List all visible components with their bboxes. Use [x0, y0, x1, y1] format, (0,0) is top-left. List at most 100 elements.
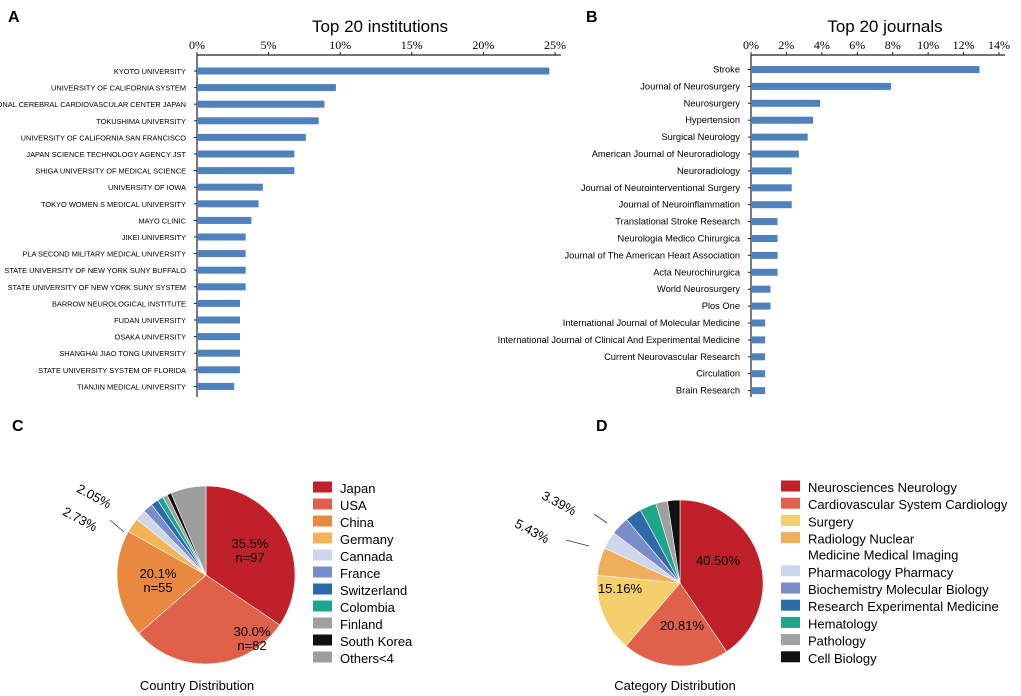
- category-label: Neurosurgery: [684, 98, 741, 108]
- category-label: Neurologia Medico Chirurgica: [618, 234, 741, 244]
- bar: [197, 183, 263, 191]
- bar: [197, 67, 550, 75]
- bar: [197, 233, 246, 241]
- chart-caption: Category Distribution: [614, 678, 735, 693]
- slice-label: 30.0%: [234, 624, 271, 639]
- legend-label: Switzerland: [340, 583, 407, 598]
- chart-title: Top 20 institutions: [312, 17, 448, 36]
- x-tick-label: 20%: [472, 38, 494, 52]
- bar: [197, 349, 240, 357]
- bar: [197, 133, 306, 141]
- category-label: JAPAN SCIENCE TECHNOLOGY AGENCY JST: [26, 150, 186, 159]
- category-label: Journal of Neurosurgery: [640, 81, 740, 91]
- bar: [751, 336, 766, 344]
- category-label: UNIVERSITY OF IOWA: [108, 183, 186, 192]
- legend-swatch: [313, 549, 332, 561]
- category-label: International Journal of Molecular Medic…: [563, 318, 740, 328]
- legend-swatch: [781, 514, 800, 526]
- category-label: International Journal of Clinical And Ex…: [498, 335, 740, 345]
- category-label: Current Neurovascular Research: [604, 352, 740, 362]
- x-tick-label: 12%: [953, 38, 975, 52]
- x-tick-label: 14%: [988, 38, 1010, 52]
- chart-caption: Country Distribution: [140, 678, 254, 693]
- bar: [751, 82, 891, 90]
- x-tick-label: 5%: [261, 38, 277, 52]
- legend-label: Surgery: [808, 514, 854, 529]
- category-label: TIANJIN MEDICAL UNIVERSITY: [77, 382, 186, 391]
- bar: [197, 216, 252, 224]
- category-label: FUDAN UNIVERSITY: [114, 316, 186, 325]
- category-label: KYOTO UNIVERSITY: [114, 67, 186, 76]
- bar: [197, 200, 259, 208]
- category-label: UNIVERSITY OF CALIFORNIA SAN FRANCISCO: [21, 133, 187, 142]
- category-label: UNIVERSITY OF CALIFORNIA SYSTEM: [51, 84, 186, 93]
- category-label: OSAKA UNIVERSITY: [115, 333, 187, 342]
- category-label: American Journal of Neuroradiology: [592, 149, 741, 159]
- legend-label: Medicine Medical Imaging: [808, 548, 958, 563]
- legend-swatch: [313, 600, 332, 612]
- bar: [751, 235, 778, 242]
- legend-label: Pathology: [808, 634, 866, 649]
- category-label: Plos One: [702, 301, 740, 311]
- legend-swatch: [781, 616, 800, 628]
- legend-swatch: [781, 532, 800, 544]
- legend-label: Japan: [340, 481, 375, 496]
- x-tick-label: 2%: [778, 38, 794, 52]
- slice-label: 15.16%: [598, 581, 643, 596]
- legend-label: Pharmacology Pharmacy: [808, 565, 954, 580]
- legend-swatch: [313, 583, 332, 595]
- legend-swatch: [781, 599, 800, 611]
- legend-label: Others<4: [340, 651, 394, 666]
- bar: [197, 283, 246, 291]
- legend-swatch: [313, 532, 332, 544]
- category-label: Journal of Neuroinflammation: [619, 200, 740, 210]
- legend-label: Cardiovascular System Cardiology: [808, 497, 1008, 512]
- category-label: MAYO CLINIC: [139, 216, 187, 225]
- bar: [197, 84, 336, 92]
- bar: [751, 66, 980, 73]
- slice-outside-label: 2.73%: [60, 504, 100, 535]
- x-tick-label: 8%: [885, 38, 901, 52]
- pie-slice: [116, 531, 207, 634]
- panel-letter: C: [12, 418, 24, 435]
- legend-swatch: [313, 651, 332, 663]
- category-label: Stroke: [713, 65, 740, 75]
- legend-label: Finland: [340, 617, 383, 632]
- legend-label: Cell Biology: [808, 651, 877, 666]
- pie-slice: [170, 485, 207, 576]
- bar: [751, 133, 808, 141]
- x-tick-label: 10%: [329, 38, 351, 52]
- category-label: PLA SECOND MILITARY MEDICAL UNIVERSITY: [22, 250, 186, 259]
- pie-slice: [205, 485, 296, 626]
- bar: [197, 316, 240, 324]
- bar: [751, 370, 766, 378]
- legend-label: Biochemistry Molecular Biology: [808, 582, 989, 597]
- legend-label: China: [340, 515, 375, 530]
- category-label: BARROW NEUROLOGICAL INSTITUTE: [52, 299, 186, 308]
- bar: [751, 353, 766, 361]
- category-label: SHANGHAI JIAO TONG UNIVERSITY: [59, 349, 186, 358]
- category-label: SHIGA UNIVERSITY OF MEDICAL SCIENCE: [35, 167, 186, 176]
- bar: [197, 333, 240, 341]
- category-label: TOKUSHIMA UNIVERSITY: [96, 117, 186, 126]
- category-label: Journal of Neurointerventional Surgery: [581, 183, 741, 193]
- leader-line: [593, 513, 608, 524]
- panel-a: A Top 20 institutions 0% 5% 10% 15% 20% 25% KYOT…: [0, 9, 566, 397]
- bar: [751, 99, 821, 107]
- bar: [751, 285, 771, 293]
- x-tick-label: 25%: [544, 38, 566, 52]
- legend-swatch: [781, 582, 800, 594]
- legend-label: South Korea: [340, 634, 413, 649]
- category-label: STATE UNIVERSITY OF NEW YORK SUNY SYSTEM: [8, 283, 186, 292]
- x-tick-label: 15%: [401, 38, 423, 52]
- legend-label: Research Experimental Medicine: [808, 599, 999, 614]
- bar: [751, 201, 792, 209]
- chart-title: Top 20 journals: [827, 17, 942, 36]
- legend-label: France: [340, 566, 380, 581]
- legend-label: USA: [340, 498, 367, 513]
- bar: [197, 266, 246, 274]
- legend-swatch: [313, 634, 332, 646]
- legend-swatch: [781, 565, 800, 577]
- x-tick-label: 6%: [849, 38, 865, 52]
- panel-letter: D: [596, 418, 608, 435]
